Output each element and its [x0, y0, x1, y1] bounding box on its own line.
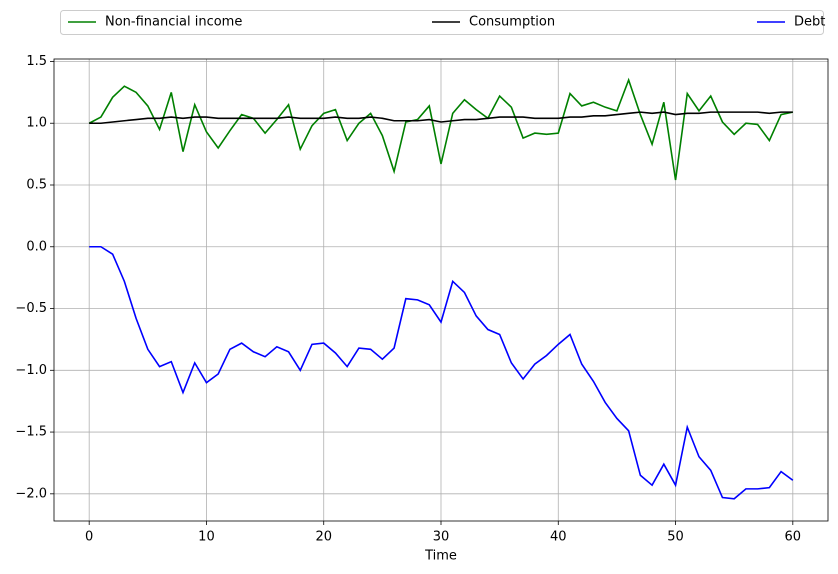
x-tick-label: 40	[550, 530, 567, 545]
y-tick-label: −1.0	[15, 363, 47, 378]
x-tick-label: 60	[785, 530, 802, 545]
data-line	[89, 245, 794, 500]
x-tick-label: 20	[315, 530, 332, 545]
y-tick-label: 0.5	[26, 178, 47, 193]
y-tick-label: 1.5	[26, 54, 47, 69]
y-tick-label: −2.0	[15, 486, 47, 501]
x-tick-label: 30	[433, 530, 450, 545]
plot-frame	[53, 58, 829, 522]
data-line	[89, 111, 793, 125]
legend-label: Consumption	[469, 15, 555, 30]
y-tick-label: 0.0	[26, 239, 47, 254]
legend-label: Non-financial income	[105, 15, 242, 30]
y-tick-label: 1.0	[26, 116, 47, 131]
legend-label: Debt	[794, 15, 825, 30]
x-axis-label: Time	[424, 549, 457, 564]
y-tick-label: −1.5	[15, 425, 47, 440]
data-line	[88, 77, 793, 181]
x-tick-label: 0	[85, 530, 93, 545]
x-tick-label: 10	[198, 530, 215, 545]
x-tick-label: 50	[667, 530, 684, 545]
y-tick-label: −0.5	[15, 301, 47, 316]
